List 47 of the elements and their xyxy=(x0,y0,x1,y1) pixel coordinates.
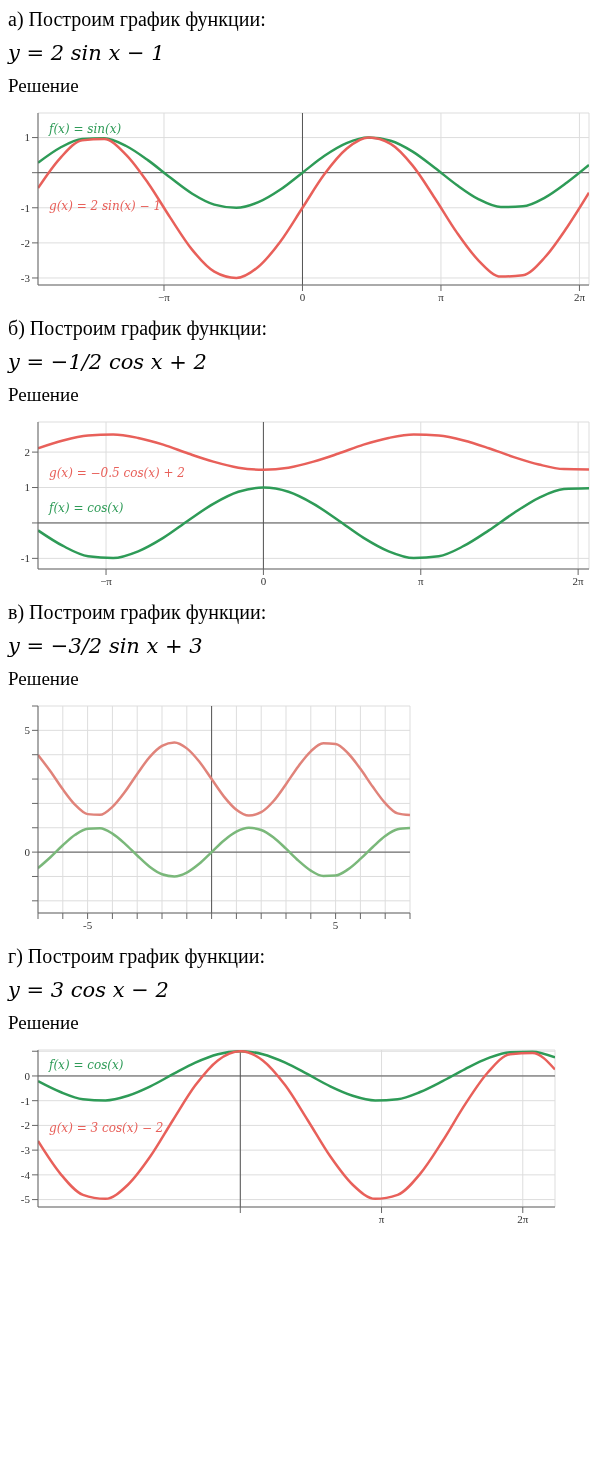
text: Решение xyxy=(8,384,80,406)
y-tick-label: 0 xyxy=(24,846,31,859)
series-label: g(x) = 3 cos(x) − 2 xyxy=(48,1120,165,1135)
text: Решение xyxy=(8,1012,80,1034)
y-tick-label: -5 xyxy=(20,1193,31,1206)
text: Решение xyxy=(8,75,80,97)
y-tick-label: 2 xyxy=(24,446,30,459)
x-tick-label: π xyxy=(417,574,424,587)
line-series xyxy=(38,741,410,817)
y-tick-label: -1 xyxy=(20,1094,30,1107)
series-label: f(x) = sin(x) xyxy=(47,121,123,136)
x-tick-label: 2π xyxy=(573,290,586,303)
line-series xyxy=(38,486,589,560)
y-tick-label: 5 xyxy=(24,724,31,737)
y-tick-label: -1 xyxy=(20,552,30,565)
x-tick-label: −π xyxy=(100,574,113,587)
chart-subtitle: y = 2 sin x − 1 xyxy=(8,41,166,65)
x-tick-label: 2π xyxy=(572,574,585,587)
y-tick-label: -3 xyxy=(20,271,31,284)
y-tick-label: -2 xyxy=(20,1119,30,1132)
chart-subtitle: y = −1/2 cos x + 2 xyxy=(8,350,208,374)
line-series xyxy=(38,136,589,280)
chart-title: а) Построим график функции: xyxy=(8,8,267,31)
series-label: g(x) = 2 sin(x) − 1 xyxy=(48,199,163,213)
chart-subtitle: y = 3 cos x − 2 xyxy=(8,978,170,1002)
y-tick-label: 0 xyxy=(24,1069,31,1082)
series-label: g(x) = −0.5 cos(x) + 2 xyxy=(48,466,186,481)
x-tick-label: π xyxy=(378,1212,385,1225)
chart-title: б) Построим график функции: xyxy=(8,317,268,340)
y-tick-label: -2 xyxy=(20,236,30,249)
series-label: f(x) = cos(x) xyxy=(47,501,125,516)
y-tick-label: 1 xyxy=(24,131,30,144)
x-tick-label: 0 xyxy=(260,574,267,587)
y-tick-label: -4 xyxy=(20,1168,31,1181)
line-series xyxy=(38,826,410,878)
chart-title: г) Построим график функции: xyxy=(8,945,267,968)
x-tick-label: 0 xyxy=(299,290,306,303)
y-tick-label: 1 xyxy=(24,481,30,494)
x-tick-label: −π xyxy=(158,290,171,303)
y-tick-label: -1 xyxy=(20,201,30,214)
text: Решение xyxy=(8,668,80,690)
series-label: f(x) = cos(x) xyxy=(47,1057,125,1072)
chart-title: в) Построим график функции: xyxy=(8,601,268,624)
x-tick-label: 2π xyxy=(517,1212,529,1225)
chart-subtitle: y = −3/2 sin x + 3 xyxy=(8,634,204,658)
y-tick-label: -3 xyxy=(20,1144,31,1157)
x-tick-label: π xyxy=(438,290,445,303)
